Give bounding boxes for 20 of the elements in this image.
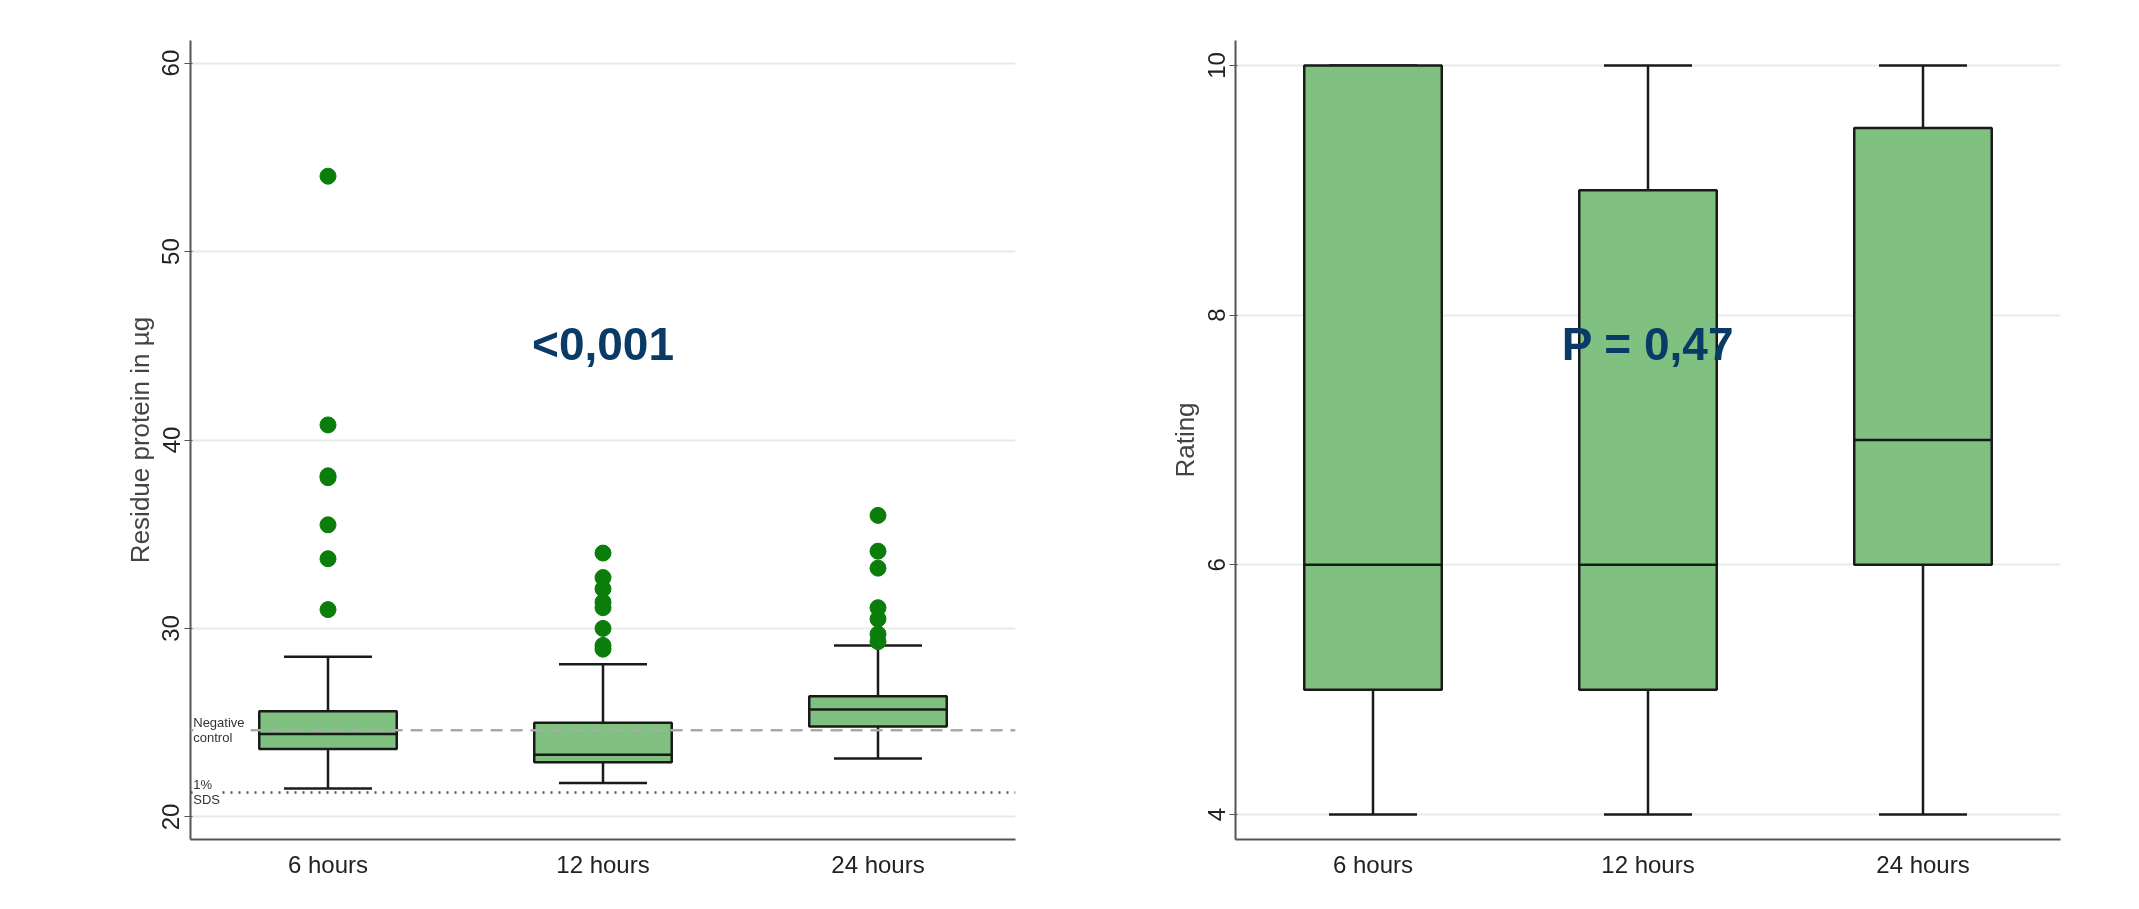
y-tick-label: 6 xyxy=(1202,558,1230,572)
y-axis-title: Residue protein in µg xyxy=(124,316,155,564)
ref-line-label: 1% SDS xyxy=(193,777,221,808)
y-tick-label: 30 xyxy=(157,615,185,642)
x-tick-label: 12 hours xyxy=(1601,850,1695,878)
y-tick-label: 60 xyxy=(157,49,185,77)
annotation: <0,001 xyxy=(532,318,674,371)
y-tick-label: 20 xyxy=(157,803,185,831)
y-axis-title: Rating xyxy=(1169,402,1200,478)
y-tick-label: 10 xyxy=(1202,52,1230,79)
x-tick-label: 24 hours xyxy=(1876,850,1970,878)
y-tick-label: 50 xyxy=(157,238,185,265)
y-tick-label: 40 xyxy=(157,426,185,454)
x-tick-label: 12 hours xyxy=(556,850,650,878)
y-tick-label: 8 xyxy=(1202,308,1230,322)
y-tick-label: 4 xyxy=(1202,807,1230,822)
x-tick-label: 6 hours xyxy=(1332,850,1414,878)
ref-line-label: Negative control xyxy=(193,715,245,746)
x-tick-label: 6 hours xyxy=(287,850,369,878)
x-tick-label: 24 hours xyxy=(831,850,925,878)
